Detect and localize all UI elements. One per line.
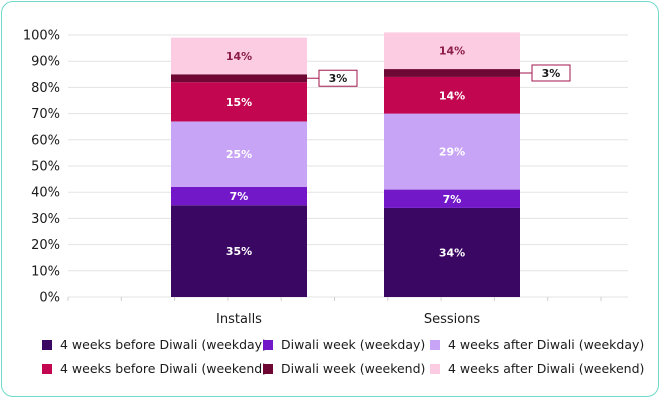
x-tick-label: Installs: [216, 312, 262, 327]
y-tick-label: 30%: [31, 212, 60, 227]
bar-segment: [384, 69, 520, 77]
callout-box: [531, 64, 571, 82]
y-tick-label: 80%: [31, 81, 60, 96]
bar-segment: [384, 113, 520, 190]
data-label: 34%: [439, 246, 465, 259]
bar-segment: [384, 207, 520, 297]
y-tick-label: 20%: [31, 238, 60, 253]
y-tick-label: 40%: [31, 186, 60, 201]
callout-box: [318, 69, 358, 87]
data-label: 7%: [230, 190, 249, 203]
bar-segment: [384, 189, 520, 208]
data-label: 7%: [443, 193, 462, 206]
x-tick-label: Sessions: [424, 312, 481, 327]
data-label: 25%: [226, 148, 252, 161]
y-tick-label: 70%: [31, 107, 60, 122]
bar-segment: [171, 186, 307, 206]
y-tick-label: 90%: [31, 55, 60, 70]
y-tick-label: 0%: [39, 291, 60, 306]
data-label: 29%: [439, 146, 465, 159]
bar-segment: [384, 76, 520, 114]
bar-segment: [384, 32, 520, 70]
bar-segment: [171, 205, 307, 297]
data-label: 14%: [226, 50, 252, 63]
y-tick-label: 10%: [31, 264, 60, 279]
callout-label: 3%: [542, 67, 561, 80]
data-label: 35%: [226, 245, 252, 258]
data-label: 14%: [439, 89, 465, 102]
bar-segment: [171, 74, 307, 83]
bar-segment: [171, 37, 307, 75]
y-tick-label: 50%: [31, 160, 60, 175]
y-tick-label: 100%: [23, 29, 60, 44]
data-label: 14%: [439, 45, 465, 58]
y-tick-label: 60%: [31, 133, 60, 148]
bar-segment: [171, 121, 307, 187]
data-label: 15%: [226, 96, 252, 109]
callout-label: 3%: [329, 72, 348, 85]
bar-segment: [171, 82, 307, 122]
